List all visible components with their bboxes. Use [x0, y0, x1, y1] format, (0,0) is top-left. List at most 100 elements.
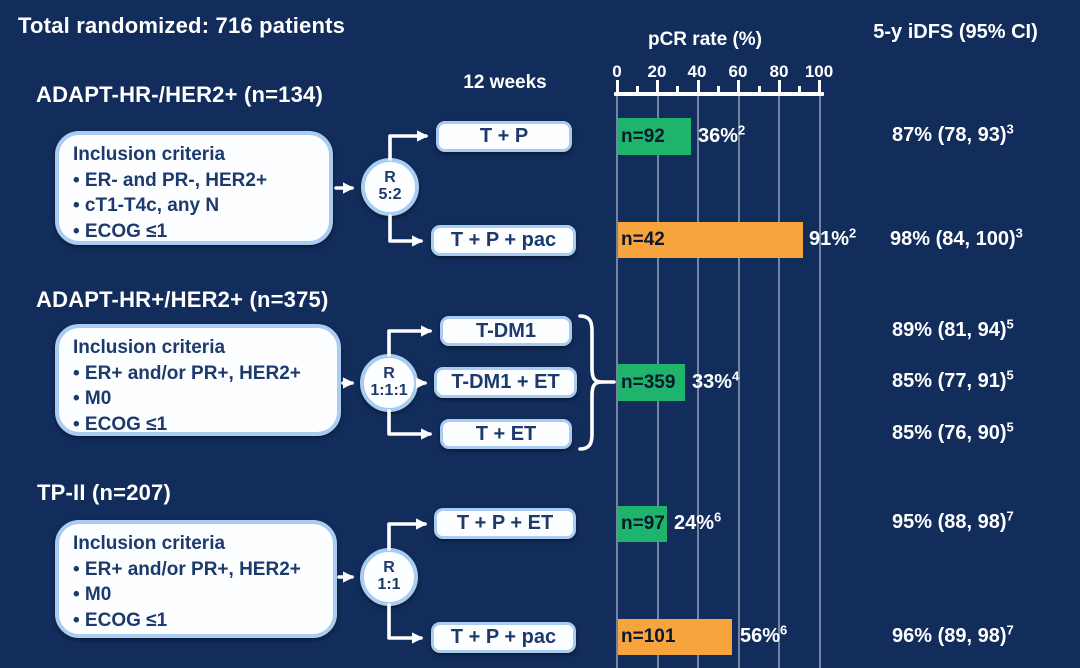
pcr-value-t-p-pac-2: 56%6 — [740, 622, 788, 648]
treatment-box-t-p-et: T + P + ET — [434, 508, 576, 539]
bar-n-label: n=359 — [621, 371, 676, 393]
treatment-box-t-p-pac-2: T + P + pac — [431, 622, 576, 653]
grid-line-0 — [616, 95, 618, 668]
treatment-box-t-p-pac: T + P + pac — [431, 225, 576, 256]
axis-minor-tick-50 — [717, 86, 720, 93]
arrow-r3-to-t-p-et — [387, 518, 428, 551]
weeks-label: 12 weeks — [463, 72, 547, 93]
axis-tick-100 — [818, 80, 821, 93]
axis-label-100: 100 — [804, 62, 834, 81]
pcr-footnote: 6 — [714, 509, 722, 525]
section1-inclusion-box: Inclusion criteria • ER- and PR-, HER2+ … — [55, 131, 333, 245]
idfs-footnote: 3 — [1006, 121, 1014, 137]
inclusion-item: • ECOG ≤1 — [73, 609, 168, 631]
randomization-r: R — [383, 365, 395, 383]
axis-label-20: 20 — [647, 62, 667, 81]
randomization-ratio: 5:2 — [378, 186, 402, 203]
idfs-text: 85% (77, 91) — [892, 370, 1007, 392]
idfs-text: 89% (81, 94) — [892, 319, 1007, 341]
treatment-box-t-p: T + P — [436, 121, 572, 152]
bar-n92: n=92 — [618, 118, 692, 155]
idfs-footnote: 5 — [1006, 367, 1014, 383]
pcr-value-pooled: 33%4 — [692, 368, 740, 394]
bar-n-label: n=42 — [621, 229, 665, 250]
bar-n97: n=97 — [618, 506, 667, 542]
pcr-value-t-p-pac: 91%2 — [809, 225, 857, 251]
section3-header: TP-II (n=207) — [37, 480, 172, 505]
pcr-footnote: 4 — [732, 368, 740, 384]
axis-tick-20 — [656, 80, 659, 93]
idfs-value-tdm1: 89% (81, 94)5 — [892, 316, 1014, 342]
idfs-text: 95% (88, 98) — [892, 511, 1007, 533]
axis-label-40: 40 — [687, 62, 707, 81]
inclusion-item: • cT1-T4c, any N — [73, 195, 220, 217]
grid-line-100 — [819, 95, 821, 668]
idfs-footnote: 5 — [1006, 316, 1014, 332]
randomization-r: R — [384, 169, 396, 187]
inclusion-title: Inclusion criteria — [73, 533, 226, 554]
inclusion-item: • ER+ and/or PR+, HER2+ — [73, 558, 301, 580]
pcr-footnote: 6 — [780, 622, 788, 638]
axis-label-0: 0 — [612, 62, 622, 81]
grid-line-60 — [737, 95, 740, 668]
idfs-footnote: 7 — [1006, 622, 1014, 638]
pcr-value-t-p-et: 24%6 — [674, 509, 722, 535]
axis-tick-40 — [696, 80, 700, 93]
treatment-box-tdm1: T-DM1 — [440, 316, 572, 346]
arrow-r1-to-t-p-pac — [388, 214, 424, 247]
axis-label-80: 80 — [769, 62, 789, 81]
axis-minor-tick-10 — [636, 86, 639, 93]
section3-randomization-circle: R 1:1 — [360, 548, 418, 606]
idfs-value-t-p-pac: 98% (84, 100)3 — [890, 225, 1023, 251]
idfs-value-t-p-et: 95% (88, 98)7 — [892, 508, 1014, 534]
axis-tick-0 — [615, 80, 619, 93]
pcr-value-t-p: 36%2 — [698, 122, 746, 148]
axis-label-60: 60 — [728, 62, 748, 81]
arrow-r2-to-tdm1 — [387, 325, 433, 357]
section1-header: ADAPT-HR-/HER2+ (n=134) — [36, 82, 323, 107]
inclusion-item: • M0 — [73, 584, 112, 606]
arrow-r2-to-t-et — [387, 409, 433, 440]
pcr-footnote: 2 — [738, 122, 746, 138]
bar-n-label: n=101 — [621, 626, 676, 647]
bar-n359: n=359 — [618, 364, 685, 401]
idfs-value-t-p-pac-2: 96% (89, 98)7 — [892, 622, 1014, 648]
inclusion-title: Inclusion criteria — [73, 144, 226, 165]
inclusion-item: • ECOG ≤1 — [73, 413, 168, 435]
group-brace — [578, 314, 604, 451]
section1-randomization-circle: R 5:2 — [361, 158, 419, 216]
randomization-r: R — [383, 559, 395, 577]
pcr-pct: 36% — [698, 125, 739, 147]
idfs-text: 87% (78, 93) — [892, 124, 1007, 146]
idfs-text: 96% (89, 98) — [892, 625, 1007, 647]
axis-minor-tick-70 — [758, 86, 761, 93]
idfs-value-t-p: 87% (78, 93)3 — [892, 121, 1014, 147]
pcr-pct: 33% — [692, 371, 733, 393]
section3-inclusion-box: Inclusion criteria • ER+ and/or PR+, HER… — [55, 520, 337, 638]
idfs-footnote: 3 — [1015, 225, 1023, 241]
idfs-footnote: 7 — [1006, 508, 1014, 524]
idfs-text: 85% (76, 90) — [892, 422, 1007, 444]
pcr-pct: 56% — [740, 625, 781, 647]
bar-n-label: n=97 — [621, 513, 665, 534]
idfs-column-header: 5-y iDFS (95% CI) — [873, 21, 1038, 43]
axis-minor-tick-30 — [676, 86, 679, 93]
section2-header: ADAPT-HR+/HER2+ (n=375) — [36, 287, 329, 312]
idfs-value-t-et: 85% (76, 90)5 — [892, 420, 1014, 445]
axis-minor-tick-90 — [798, 86, 801, 93]
idfs-text: 98% (84, 100) — [890, 228, 1016, 250]
pcr-pct: 91% — [809, 228, 850, 250]
idfs-value-tdm1-et: 85% (77, 91)5 — [892, 367, 1014, 393]
treatment-box-tdm1-et: T-DM1 + ET — [434, 367, 577, 398]
section2-randomization-circle: R 1:1:1 — [360, 354, 418, 412]
pcr-footnote: 2 — [849, 225, 857, 241]
grid-line-40 — [697, 95, 700, 668]
pcr-axis-line — [614, 92, 824, 96]
bar-n42: n=42 — [618, 222, 803, 258]
pcr-axis-title: pCR rate (%) — [647, 29, 762, 50]
axis-tick-80 — [777, 80, 781, 93]
bar-n-label: n=92 — [621, 125, 665, 147]
inclusion-item: • ER+ and/or PR+, HER2+ — [73, 362, 301, 384]
treatment-box-t-et: T + ET — [440, 419, 572, 449]
